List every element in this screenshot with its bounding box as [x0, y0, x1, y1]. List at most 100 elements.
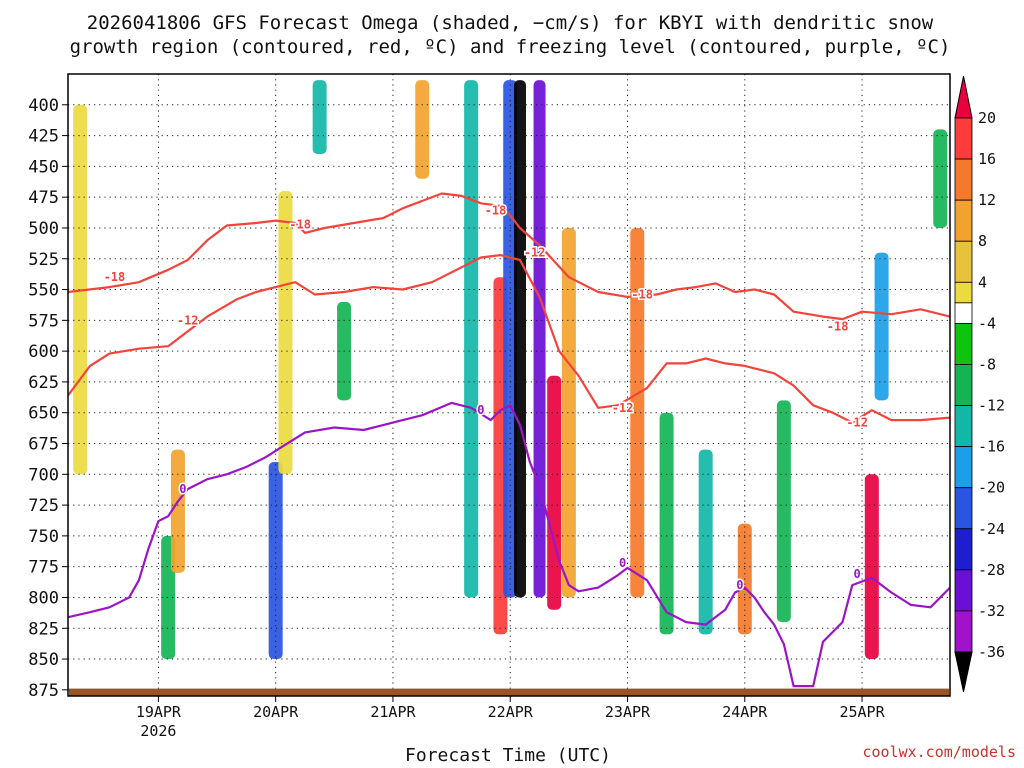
y-tick-label-7: 575: [28, 311, 59, 331]
y-tick-label-14: 750: [28, 527, 59, 547]
y-tick-label-2: 450: [28, 157, 59, 177]
colorbar-label-5: -4: [978, 314, 996, 332]
x-tick-label-6: 25APR: [839, 703, 885, 721]
colorbar-label-8: -16: [978, 438, 1005, 456]
y-tick-label-6: 550: [28, 281, 59, 301]
colorbar-label-11: -28: [978, 561, 1005, 579]
omega-column-22: [933, 129, 948, 228]
colorbar-band-5: [954, 322, 973, 365]
colorbar-band-1: [954, 158, 973, 201]
contour-label-0-4: -18: [827, 319, 849, 333]
terrain-ground: [69, 688, 949, 696]
contour-label-1-2: -12: [612, 401, 634, 415]
chart-title-line-2: growth region (contoured, red, ºC) and f…: [70, 36, 951, 58]
y-tick-label-5: 525: [28, 250, 59, 270]
contour-label-2-3: 0: [736, 578, 743, 592]
colorbar-band-12: [954, 610, 973, 653]
colorbar-label-13: -36: [978, 643, 1005, 661]
y-tick-label-17: 825: [28, 619, 59, 639]
y-tick-label-8: 600: [28, 342, 59, 362]
contour-label-1-1: -12: [524, 246, 546, 260]
colorbar-label-3: 8: [978, 232, 987, 250]
contour-label-1-0: -12: [177, 313, 199, 327]
omega-column-7: [415, 80, 430, 179]
y-tick-label-1: 425: [28, 127, 59, 147]
colorbar-label-2: 12: [978, 191, 996, 209]
x-tick-label-0: 19APR: [136, 703, 182, 721]
y-tick-label-18: 850: [28, 650, 59, 670]
contour-lines: -18 -18 -18 -18 -18 -12 -12 -12 -12 0 0 0 0 0: [68, 192, 950, 688]
x-axis-label: Forecast Time (UTC): [405, 745, 611, 766]
omega-column-3: [268, 461, 283, 660]
colorbar-band-2: [954, 199, 973, 242]
colorbar-label-10: -24: [978, 520, 1005, 538]
colorbar-band-4-a: [954, 281, 973, 304]
colorbar-label-9: -20: [978, 479, 1005, 497]
chart-title-line-1: 2026041806 GFS Forecast Omega (shaded, −…: [87, 12, 934, 34]
omega-column-8: [464, 80, 479, 598]
omega-shading: [73, 80, 948, 660]
x-tick-label-2: 21APR: [370, 703, 416, 721]
x-tick-label-1: 20APR: [253, 703, 299, 721]
omega-column-10: [503, 80, 518, 598]
colorbar-bottom-arrow: [954, 651, 973, 693]
omega-column-2: [170, 449, 185, 573]
colorbar-label-0: 20: [978, 109, 996, 127]
colorbar-band-4-b: [954, 302, 973, 324]
omega-column-20: [864, 474, 879, 660]
omega-column-11: [513, 80, 526, 598]
colorbar-band-6: [954, 364, 973, 406]
contour-label-2-2: 0: [619, 556, 626, 570]
contour-label-0-3: -18: [631, 287, 653, 301]
x-tick-label-4: 23APR: [605, 703, 651, 721]
omega-column-14: [561, 227, 576, 598]
contour-line-1: [68, 254, 950, 424]
contour-label-2-1: 0: [477, 403, 484, 417]
omega-column-19: [776, 400, 791, 623]
colorbar-top-arrow: [954, 75, 973, 119]
contour-label-2-4: 0: [854, 567, 861, 581]
plot-frame: [67, 73, 951, 697]
y-tick-label-3: 475: [28, 188, 59, 208]
colorbar-label-4: 4: [978, 273, 987, 291]
y-tick-label-4: 500: [28, 219, 59, 239]
y-tick-label-11: 675: [28, 435, 59, 455]
contour-label-2-0: 0: [179, 482, 186, 496]
omega-column-5: [312, 80, 327, 155]
colorbar-band-7: [954, 405, 973, 448]
colorbar: 20 16 12 8 4 -4 -8 -12 -16 -20 -24 -28 -32 -36: [954, 75, 1005, 693]
omega-column-13: [547, 375, 562, 610]
contour-label-0-1: -18: [289, 217, 311, 231]
colorbar-band-10: [954, 528, 973, 571]
omega-column-21: [874, 252, 889, 401]
omega-column-16: [659, 412, 674, 635]
y-tick-label-10: 650: [28, 404, 59, 424]
y-tick-label-9: 625: [28, 373, 59, 393]
y-tick-label-16: 800: [28, 588, 59, 608]
contour-label-0-2: -18: [485, 204, 507, 218]
contour-line-0: [68, 192, 950, 321]
y-tick-label-13: 725: [28, 496, 59, 516]
credit-text: coolwx.com/models: [862, 743, 1016, 761]
x-tick-sublabel-0: 2026: [140, 722, 176, 740]
y-tick-label-12: 700: [28, 465, 59, 485]
x-tick-label-3: 22APR: [488, 703, 534, 721]
colorbar-band-0: [954, 117, 973, 160]
contour-label-1-3: -12: [846, 416, 868, 430]
colorbar-band-9: [954, 487, 973, 530]
y-tick-label-15: 775: [28, 558, 59, 578]
contour-line-2: [68, 401, 950, 688]
colorbar-band-3: [954, 240, 973, 283]
contour-label-0-0: -18: [104, 270, 126, 284]
colorbar-label-12: -32: [978, 602, 1005, 620]
colorbar-label-6: -8: [978, 355, 996, 373]
omega-column-4: [278, 191, 293, 475]
omega-column-17: [698, 449, 713, 635]
y-tick-label-0: 400: [28, 96, 59, 116]
x-tick-label-5: 24APR: [722, 703, 768, 721]
y-tick-label-19: 875: [28, 681, 59, 701]
omega-column-12: [533, 80, 546, 598]
colorbar-label-1: 16: [978, 150, 996, 168]
